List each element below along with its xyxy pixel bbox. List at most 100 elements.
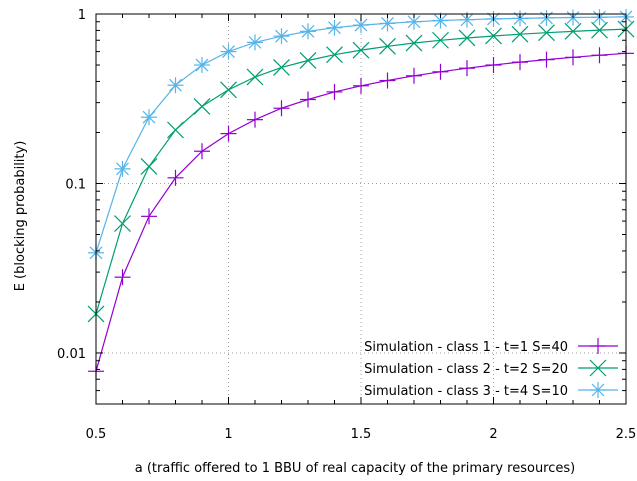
data-point bbox=[458, 29, 476, 47]
marker-stroke bbox=[301, 24, 315, 38]
data-point bbox=[406, 67, 422, 84]
x-axis-label: a (traffic offered to 1 BBU of real capa… bbox=[135, 461, 576, 476]
data-point bbox=[565, 49, 581, 66]
marker-stroke bbox=[140, 158, 158, 175]
x-tick-label: 1.5 bbox=[351, 427, 372, 442]
marker-stroke bbox=[379, 37, 396, 55]
data-point bbox=[589, 359, 607, 377]
legend: Simulation - class 1 - t=1 S=40 Simulatio… bbox=[364, 338, 618, 399]
marker-stroke bbox=[460, 13, 474, 27]
axes: 0.5 1 1.5 2 2.5 0.01 0.1 1 bbox=[57, 8, 636, 442]
data-point bbox=[194, 143, 210, 160]
marker-stroke bbox=[193, 97, 211, 115]
data-point bbox=[273, 28, 290, 45]
data-point bbox=[167, 169, 184, 186]
data-point bbox=[590, 382, 606, 398]
marker-stroke bbox=[407, 15, 421, 29]
marker-stroke bbox=[591, 21, 608, 39]
x-tick-label: 1 bbox=[224, 427, 232, 442]
data-point bbox=[273, 58, 290, 76]
data-point bbox=[193, 97, 211, 115]
x-tick-label: 2.5 bbox=[616, 427, 637, 442]
y-tick-label: 0.1 bbox=[65, 177, 86, 192]
data-point bbox=[590, 338, 606, 354]
marker-stroke bbox=[222, 45, 235, 59]
data-point bbox=[114, 269, 131, 286]
data-point bbox=[326, 83, 343, 100]
y-axis-label: E (blocking probability) bbox=[13, 141, 28, 292]
data-point bbox=[538, 24, 555, 42]
marker-stroke bbox=[434, 14, 447, 27]
y-tick-label: 1 bbox=[78, 8, 86, 23]
marker-stroke bbox=[352, 41, 370, 59]
data-point bbox=[485, 57, 502, 74]
data-point bbox=[352, 41, 370, 59]
legend-label: Simulation - class 2 - t=2 S=20 bbox=[364, 362, 568, 377]
data-point bbox=[379, 15, 396, 32]
data-point bbox=[485, 27, 502, 45]
x-tick-label: 0.5 bbox=[86, 427, 107, 442]
data-point bbox=[379, 72, 396, 89]
data-point bbox=[379, 37, 396, 55]
marker-stroke bbox=[246, 68, 264, 86]
marker-stroke bbox=[169, 78, 182, 92]
data-point bbox=[512, 10, 528, 27]
data-point bbox=[326, 46, 343, 64]
series-line bbox=[95, 52, 627, 372]
data-point bbox=[167, 121, 184, 139]
marker-stroke bbox=[167, 121, 184, 139]
data-point bbox=[459, 60, 475, 77]
data-point bbox=[220, 125, 237, 142]
data-point bbox=[140, 158, 158, 175]
marker-stroke bbox=[273, 58, 290, 76]
marker-stroke bbox=[564, 22, 582, 40]
data-point bbox=[326, 19, 343, 36]
marker-stroke bbox=[511, 25, 529, 43]
marker-stroke bbox=[114, 215, 131, 233]
marker-stroke bbox=[116, 162, 129, 176]
legend-label: Simulation - class 1 - t=1 S=40 bbox=[364, 340, 568, 355]
data-point bbox=[273, 100, 290, 117]
data-point bbox=[564, 22, 582, 40]
legend-item-1: Simulation - class 1 - t=1 S=40 bbox=[364, 338, 618, 355]
marker-stroke bbox=[142, 110, 156, 124]
marker-stroke bbox=[432, 31, 449, 49]
data-point bbox=[247, 111, 263, 128]
data-point bbox=[246, 68, 264, 86]
data-point bbox=[591, 21, 608, 39]
data-point bbox=[141, 208, 157, 225]
series-layer bbox=[87, 8, 635, 380]
data-point bbox=[247, 34, 263, 51]
marker-stroke bbox=[485, 27, 502, 45]
marker-stroke bbox=[458, 29, 476, 47]
y-tick-label: 0.01 bbox=[57, 347, 86, 362]
data-point bbox=[220, 81, 237, 99]
data-point bbox=[114, 215, 131, 233]
legend-item-2: Simulation - class 2 - t=2 S=20 bbox=[364, 359, 618, 377]
data-point bbox=[299, 52, 317, 69]
marker-stroke bbox=[328, 21, 341, 35]
marker-stroke bbox=[405, 34, 423, 52]
data-point bbox=[220, 43, 237, 60]
series-1 bbox=[88, 45, 634, 380]
marker-stroke bbox=[248, 35, 262, 49]
data-point bbox=[300, 23, 316, 40]
legend-label: Simulation - class 3 - t=4 S=10 bbox=[364, 384, 568, 399]
marker-stroke bbox=[326, 46, 343, 64]
data-point bbox=[300, 91, 316, 108]
data-point bbox=[432, 31, 449, 49]
marker-stroke bbox=[589, 359, 607, 377]
data-point bbox=[512, 54, 528, 71]
marker-stroke bbox=[299, 52, 317, 69]
marker-stroke bbox=[538, 24, 555, 42]
data-point bbox=[432, 63, 449, 80]
marker-stroke bbox=[220, 81, 237, 99]
data-point bbox=[167, 77, 184, 94]
data-point bbox=[141, 109, 157, 126]
marker-stroke bbox=[195, 58, 209, 72]
series-3 bbox=[88, 8, 634, 261]
marker-stroke bbox=[354, 18, 368, 32]
data-point bbox=[459, 11, 475, 28]
data-point bbox=[538, 51, 555, 68]
